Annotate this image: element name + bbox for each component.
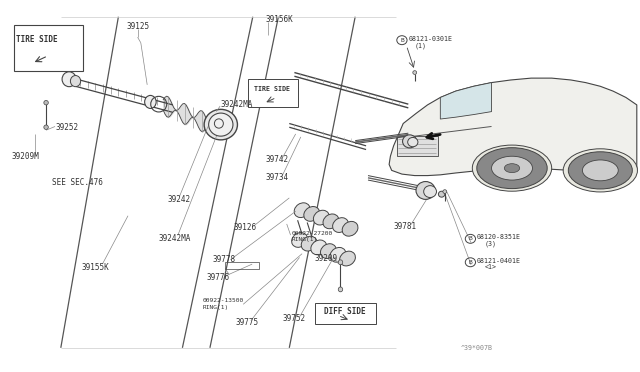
Text: 39781: 39781 xyxy=(394,222,417,231)
Circle shape xyxy=(563,149,637,192)
Text: RING(1): RING(1) xyxy=(292,237,318,243)
Text: DIFF SIDE: DIFF SIDE xyxy=(323,307,365,316)
Text: 00922-27200: 00922-27200 xyxy=(292,231,333,236)
Ellipse shape xyxy=(311,240,326,255)
Ellipse shape xyxy=(321,244,336,259)
Text: 39126: 39126 xyxy=(234,223,257,232)
Circle shape xyxy=(492,156,532,180)
Text: 08120-8351E: 08120-8351E xyxy=(477,234,521,240)
Text: 39734: 39734 xyxy=(266,173,289,182)
Ellipse shape xyxy=(145,96,156,109)
Ellipse shape xyxy=(323,214,339,229)
Bar xyxy=(315,303,376,324)
Text: 39125: 39125 xyxy=(126,22,149,31)
Polygon shape xyxy=(389,78,637,176)
Text: 39209: 39209 xyxy=(315,254,338,263)
Ellipse shape xyxy=(416,182,435,199)
Text: TIRE SIDE: TIRE SIDE xyxy=(16,35,58,44)
Ellipse shape xyxy=(314,210,329,225)
Text: 08121-0401E: 08121-0401E xyxy=(477,258,521,264)
Circle shape xyxy=(582,160,618,181)
Ellipse shape xyxy=(403,135,417,148)
Ellipse shape xyxy=(339,287,343,292)
Ellipse shape xyxy=(301,236,317,251)
Ellipse shape xyxy=(44,125,49,129)
Text: ^39*007B: ^39*007B xyxy=(461,345,493,351)
Text: SEE SEC.476: SEE SEC.476 xyxy=(52,178,103,187)
Text: B: B xyxy=(468,260,472,265)
Text: 39155K: 39155K xyxy=(82,263,109,272)
Ellipse shape xyxy=(424,186,436,198)
Text: RING(1): RING(1) xyxy=(202,305,228,310)
Ellipse shape xyxy=(44,100,49,105)
Text: 39209M: 39209M xyxy=(12,152,39,161)
Circle shape xyxy=(477,148,547,189)
Bar xyxy=(225,262,259,269)
Text: 39742: 39742 xyxy=(266,155,289,164)
Bar xyxy=(397,136,438,156)
Ellipse shape xyxy=(292,232,307,247)
Ellipse shape xyxy=(333,218,348,232)
Text: B: B xyxy=(400,38,404,43)
Ellipse shape xyxy=(339,260,343,265)
Ellipse shape xyxy=(294,203,310,218)
Ellipse shape xyxy=(408,138,418,147)
Ellipse shape xyxy=(70,76,81,87)
Ellipse shape xyxy=(438,191,445,197)
Ellipse shape xyxy=(209,113,233,136)
Circle shape xyxy=(568,152,632,189)
Ellipse shape xyxy=(413,71,417,74)
Text: 39242MA: 39242MA xyxy=(159,234,191,243)
Ellipse shape xyxy=(340,251,355,266)
Text: (1): (1) xyxy=(415,42,427,49)
Text: 39752: 39752 xyxy=(283,314,306,323)
Ellipse shape xyxy=(443,190,447,193)
Text: <1>: <1> xyxy=(485,264,497,270)
Circle shape xyxy=(504,164,520,173)
Ellipse shape xyxy=(204,109,237,140)
Bar xyxy=(248,79,298,107)
Text: 08121-0301E: 08121-0301E xyxy=(408,36,452,42)
Text: 00922-13500: 00922-13500 xyxy=(202,298,243,303)
Text: 39242: 39242 xyxy=(168,195,191,203)
Text: 39252: 39252 xyxy=(56,123,79,132)
Ellipse shape xyxy=(342,221,358,236)
Ellipse shape xyxy=(62,72,76,87)
Text: 39242MA: 39242MA xyxy=(220,100,253,109)
Ellipse shape xyxy=(330,247,346,262)
Polygon shape xyxy=(440,83,492,119)
Circle shape xyxy=(472,145,552,191)
Text: 39776: 39776 xyxy=(206,273,229,282)
Ellipse shape xyxy=(304,206,319,221)
Text: TIRE SIDE: TIRE SIDE xyxy=(254,86,290,92)
Bar xyxy=(14,25,83,71)
Text: B: B xyxy=(468,236,472,241)
Text: 39775: 39775 xyxy=(236,318,259,327)
Text: 39778: 39778 xyxy=(212,255,236,264)
Text: (3): (3) xyxy=(485,240,497,247)
Text: 39156K: 39156K xyxy=(266,15,293,24)
